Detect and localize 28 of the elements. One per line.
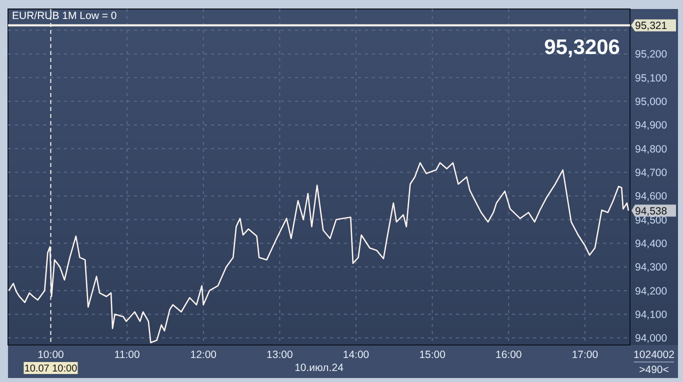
y-tick-label: 94,100 [635, 308, 668, 321]
ref-line-label: 10.07 10:00 [24, 364, 78, 374]
x-tick-label: 14:00 [342, 349, 370, 361]
ref-line-label: 95,321 [635, 20, 668, 32]
x-axis-title: 10.июл.24 [294, 362, 344, 374]
text: 1024002 [634, 349, 675, 361]
y-tick-label: 95,000 [635, 96, 668, 108]
chart-title: EUR/RUB 1M Low = 0 [12, 10, 117, 22]
x-tick-label: 12:00 [190, 349, 217, 361]
y-tick-label: 94,900 [635, 120, 668, 132]
x-tick-label: 10:00 [38, 349, 64, 361]
x-tick-label: 17:00 [572, 349, 598, 361]
y-tick-label: 94,300 [635, 262, 668, 274]
text: >490< [639, 364, 669, 376]
y-tick-label: 94,200 [635, 285, 668, 298]
x-tick-label: 15:00 [419, 349, 446, 361]
annotation: 94,538 [635, 205, 668, 218]
y-tick-label: 95,200 [635, 48, 668, 61]
y-tick-label: 94,600 [635, 190, 668, 203]
annotation: 95,3206 [544, 36, 620, 59]
x-tick-label: 13:00 [266, 349, 293, 361]
x-tick-label: 16:00 [496, 349, 522, 361]
y-tick-label: 94,400 [635, 238, 668, 250]
x-tick-label: 11:00 [114, 349, 140, 361]
y-tick-label: 94,000 [635, 332, 668, 345]
y-tick-label: 94,700 [635, 166, 668, 179]
y-tick-label: 95,100 [635, 72, 668, 84]
y-tick-label: 94,800 [635, 143, 668, 156]
